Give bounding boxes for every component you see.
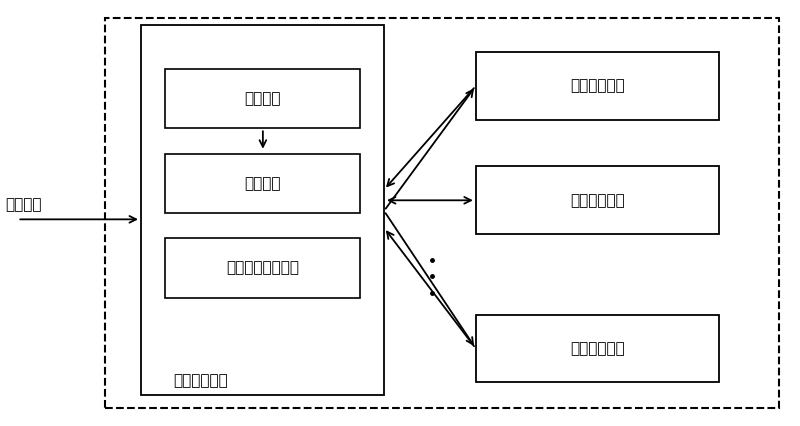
- Text: 信令处理单元: 信令处理单元: [570, 78, 625, 94]
- Bar: [165, 154, 360, 213]
- Bar: [476, 167, 719, 234]
- Text: 查表模块: 查表模块: [244, 176, 281, 191]
- Text: 网络接口单元: 网络接口单元: [173, 374, 227, 389]
- Text: 信令报文: 信令报文: [6, 197, 42, 212]
- Bar: [165, 69, 360, 128]
- Bar: [476, 52, 719, 120]
- Bar: [105, 18, 778, 408]
- Bar: [165, 239, 360, 298]
- Bar: [141, 25, 384, 395]
- Text: 信令处理单元: 信令处理单元: [570, 193, 625, 208]
- Text: 解析模块: 解析模块: [244, 91, 281, 106]
- Text: 信令链路建立模块: 信令链路建立模块: [226, 261, 299, 276]
- Bar: [476, 314, 719, 382]
- Text: 信令处理单元: 信令处理单元: [570, 341, 625, 356]
